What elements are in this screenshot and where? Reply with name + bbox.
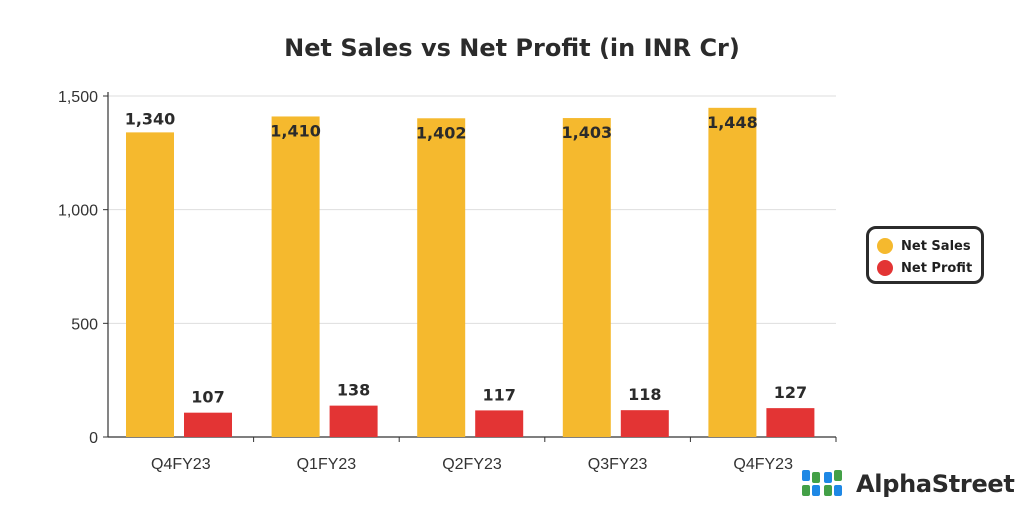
logo-segment	[802, 485, 810, 496]
data-label-net-profit: 127	[774, 383, 807, 402]
legend-swatch-net-sales	[877, 238, 893, 254]
y-tick-label: 1,500	[58, 89, 98, 106]
legend-label-net-profit: Net Profit	[901, 260, 973, 276]
data-label-net-profit: 138	[337, 381, 370, 400]
bar-net-profit	[475, 410, 524, 437]
data-label-net-profit: 117	[482, 385, 515, 404]
data-label-net-sales: 1,403	[561, 123, 612, 142]
data-label-net-profit: 107	[191, 388, 224, 407]
bar-net-profit	[329, 405, 378, 437]
bar-net-profit	[766, 408, 815, 437]
logo-segment	[824, 485, 832, 496]
x-tick-label: Q1FY23	[297, 456, 357, 473]
bar-net-sales	[417, 118, 466, 438]
legend-item-net-sales: Net Sales	[877, 235, 973, 257]
data-label-net-sales: 1,402	[416, 123, 467, 142]
y-tick-label: 500	[71, 316, 98, 333]
logo-segment	[834, 485, 842, 496]
logo-segment	[802, 470, 810, 481]
chart-title: Net Sales vs Net Profit (in INR Cr)	[284, 34, 740, 62]
logo-segment	[812, 472, 820, 483]
legend-item-net-profit: Net Profit	[877, 257, 973, 279]
brand-watermark: AlphaStreet	[802, 470, 1015, 498]
x-tick-label: Q2FY23	[442, 456, 502, 473]
data-label-net-sales: 1,340	[125, 109, 176, 128]
bar-net-profit	[184, 412, 232, 437]
x-tick-label: Q4FY23	[733, 456, 793, 473]
brand-name: AlphaStreet	[856, 470, 1015, 498]
bar-net-sales	[271, 116, 320, 438]
x-tick-label: Q4FY23	[151, 456, 211, 473]
bar-net-sales	[562, 118, 611, 437]
bar-net-sales	[126, 132, 174, 437]
logo-segment	[824, 472, 832, 483]
x-tick-label: Q3FY23	[588, 456, 648, 473]
y-tick-label: 1,000	[58, 203, 98, 220]
y-tick-label: 0	[89, 430, 98, 447]
data-label-net-sales: 1,448	[707, 113, 758, 132]
chart-legend: Net Sales Net Profit	[866, 226, 984, 284]
data-label-net-sales: 1,410	[270, 121, 321, 140]
data-label-net-profit: 118	[628, 385, 661, 404]
bar-net-sales	[708, 107, 757, 437]
legend-swatch-net-profit	[877, 260, 893, 276]
bar-net-profit	[620, 410, 669, 437]
logo-segment	[834, 470, 842, 481]
alphastreet-logo-icon	[802, 470, 842, 496]
logo-segment	[812, 485, 820, 496]
legend-label-net-sales: Net Sales	[901, 238, 971, 254]
